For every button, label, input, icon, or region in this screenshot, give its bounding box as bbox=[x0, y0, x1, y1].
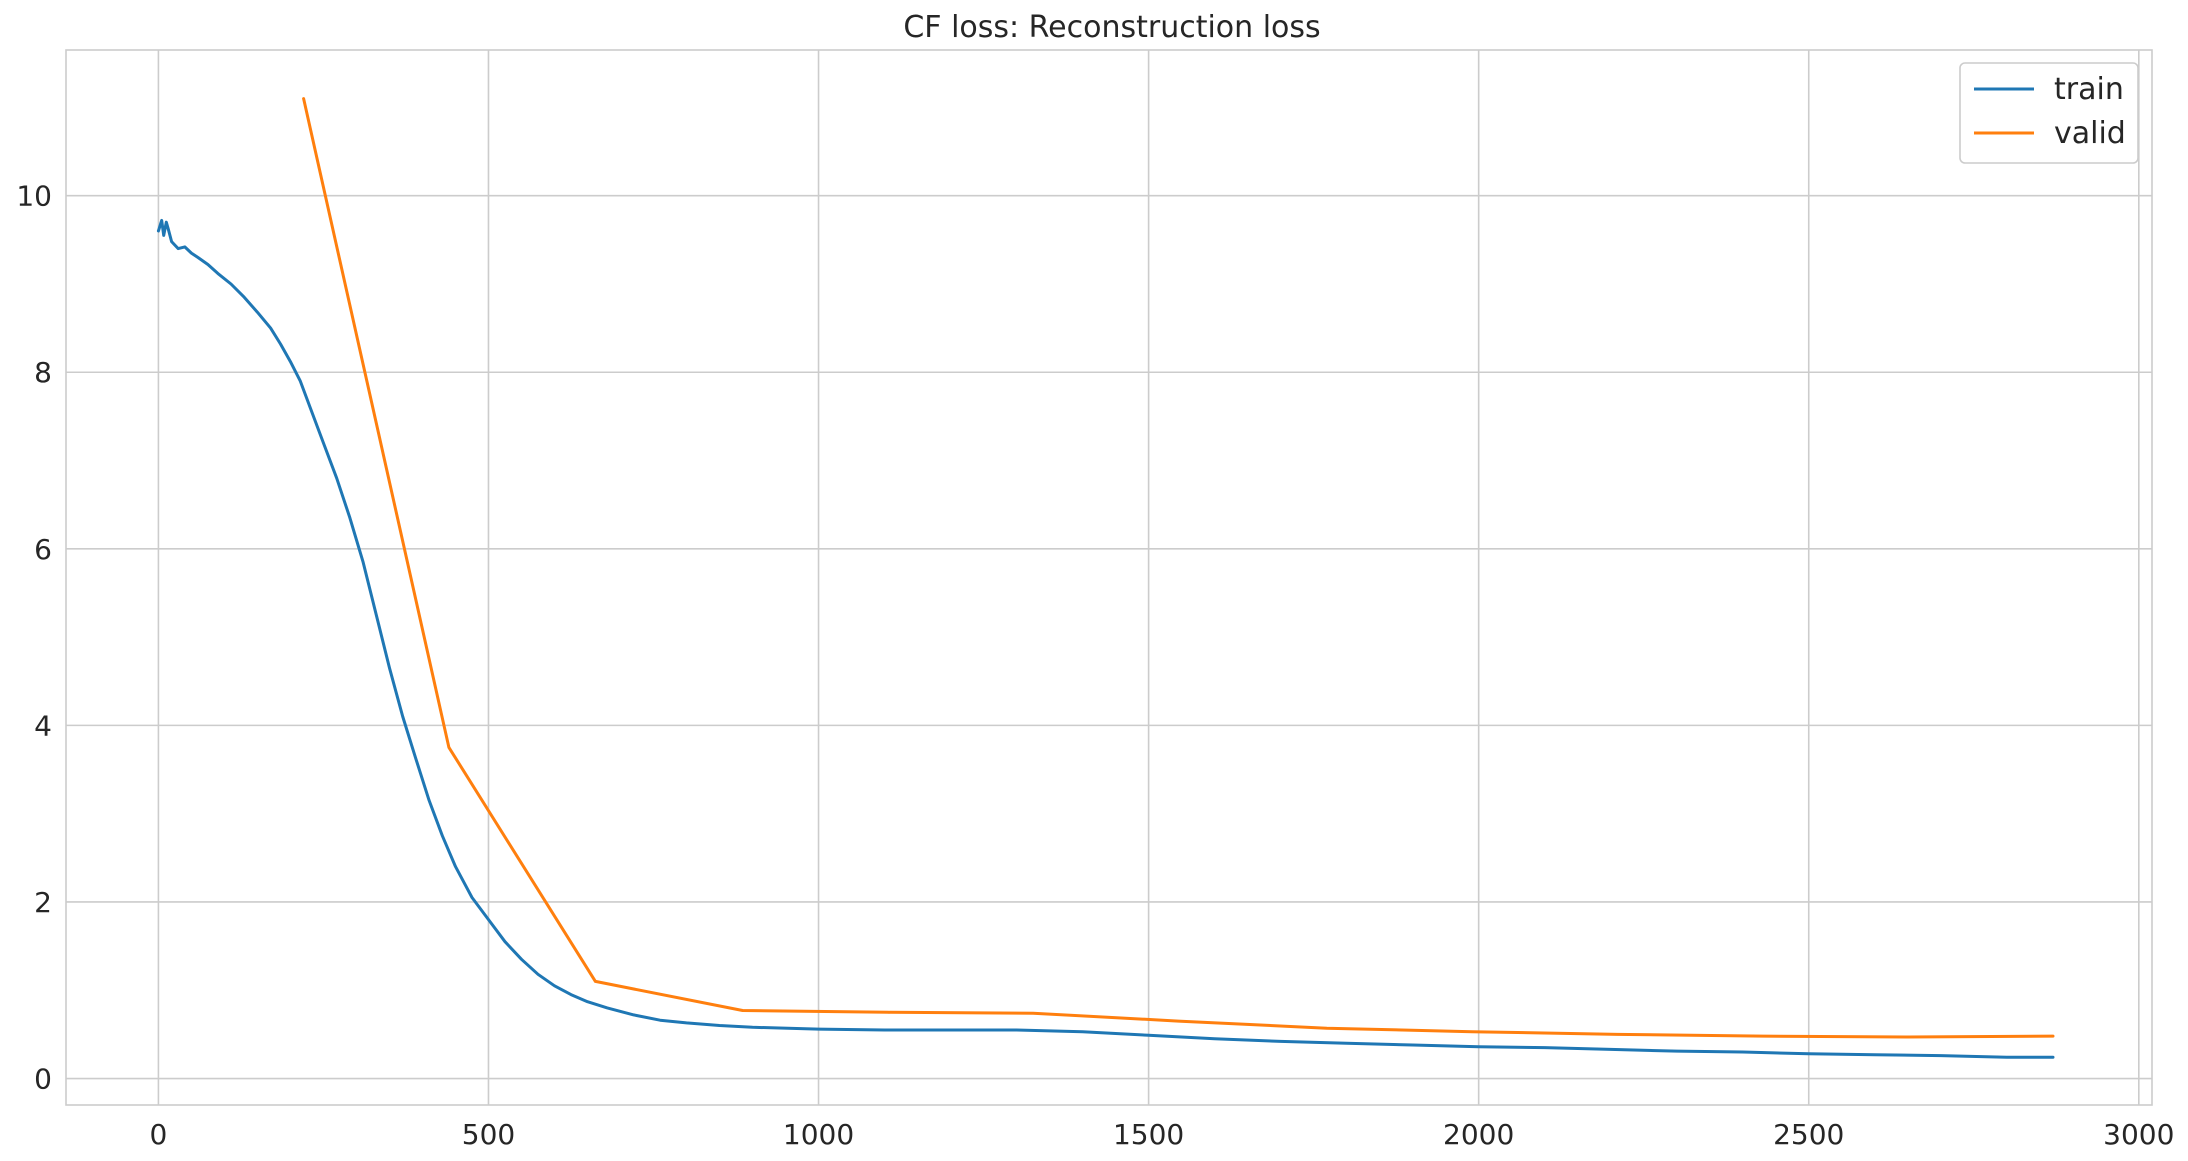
series-line-valid bbox=[302, 97, 2055, 1039]
y-tick-label: 4 bbox=[34, 709, 52, 742]
axes: 0 500 1000 1500 2000 2500 3000 0 2 4 6 8 10 bbox=[16, 180, 2174, 1151]
x-tick-label: 500 bbox=[462, 1118, 515, 1151]
legend-label-train: train bbox=[2054, 72, 2124, 107]
y-tick-label: 6 bbox=[34, 533, 52, 566]
series-lines bbox=[156, 97, 2055, 1059]
x-tick-label: 0 bbox=[150, 1118, 168, 1151]
series-line-train bbox=[156, 218, 2055, 1059]
legend-label-valid: valid bbox=[2054, 116, 2126, 151]
y-tick-label: 2 bbox=[34, 886, 52, 919]
legend: train valid bbox=[1959, 62, 2139, 164]
x-tick-label: 2000 bbox=[1443, 1118, 1514, 1151]
x-tick-label: 1500 bbox=[1113, 1118, 1184, 1151]
x-tick-label: 3000 bbox=[2103, 1118, 2174, 1151]
grid bbox=[65, 49, 2153, 1106]
chart-title: CF loss: Reconstruction loss bbox=[903, 10, 1320, 45]
x-tick-label: 1000 bbox=[783, 1118, 854, 1151]
y-tick-label: 0 bbox=[34, 1063, 52, 1096]
plot-area bbox=[65, 49, 2153, 1106]
y-tick-label: 8 bbox=[34, 356, 52, 389]
x-tick-label: 2500 bbox=[1773, 1118, 1844, 1151]
y-tick-label: 10 bbox=[16, 180, 52, 213]
